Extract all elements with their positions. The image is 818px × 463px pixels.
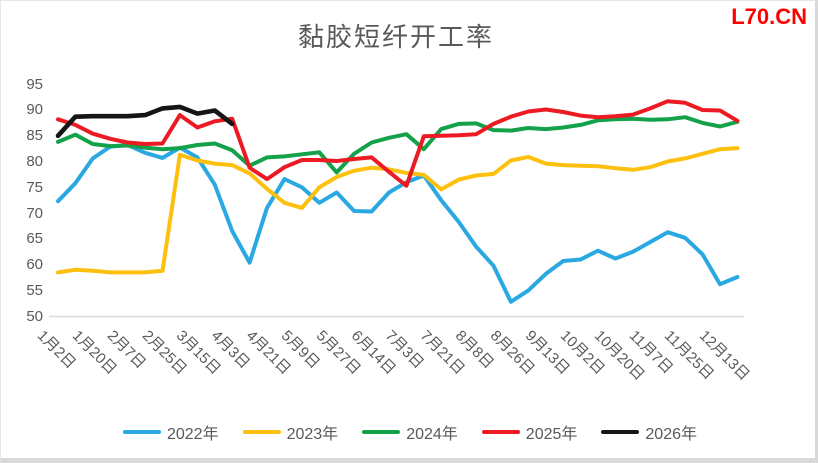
- legend-label: 2025年: [525, 426, 578, 443]
- y-axis-label: 55: [26, 281, 43, 299]
- series-line-2024年: [56, 115, 740, 175]
- y-axis-label: 70: [26, 204, 43, 222]
- chart-title: 黏胶短纤开工率: [297, 23, 494, 53]
- watermark-text: L70.CN: [731, 4, 807, 29]
- legend-swatch: [601, 429, 640, 435]
- series-line-2025年: [56, 99, 740, 188]
- legend-label: 2023年: [286, 426, 339, 443]
- legend-label: 2024年: [406, 426, 458, 443]
- series-line-2023年: [56, 146, 740, 275]
- legend-swatch: [481, 429, 520, 435]
- legend-item-2025年: 2025年: [481, 420, 578, 444]
- series-line-2026年: [55, 104, 235, 139]
- series-line-2022年: [56, 143, 740, 304]
- y-axis-label: 90: [26, 101, 43, 119]
- y-axis-label: 60: [26, 256, 43, 274]
- legend: 2022年 2023年 2024年 2025年 2026年: [1, 420, 815, 444]
- y-axis-label: 95: [26, 75, 43, 93]
- legend-item-2022年: 2022年: [122, 420, 219, 444]
- y-axis-label: 50: [26, 307, 43, 325]
- y-axis-label: 80: [26, 153, 43, 171]
- legend-item-2023年: 2023年: [242, 420, 339, 444]
- legend-item-2024年: 2024年: [362, 420, 458, 444]
- y-axis-label: 65: [26, 230, 43, 248]
- legend-swatch: [362, 429, 401, 435]
- legend-label: 2022年: [166, 426, 219, 443]
- legend-item-2026年: 2026年: [601, 420, 697, 444]
- y-axis-label: 75: [26, 178, 43, 196]
- legend-swatch: [242, 429, 281, 435]
- legend-label: 2026年: [645, 426, 698, 443]
- y-axis-label: 85: [26, 127, 43, 145]
- legend-swatch: [122, 429, 161, 435]
